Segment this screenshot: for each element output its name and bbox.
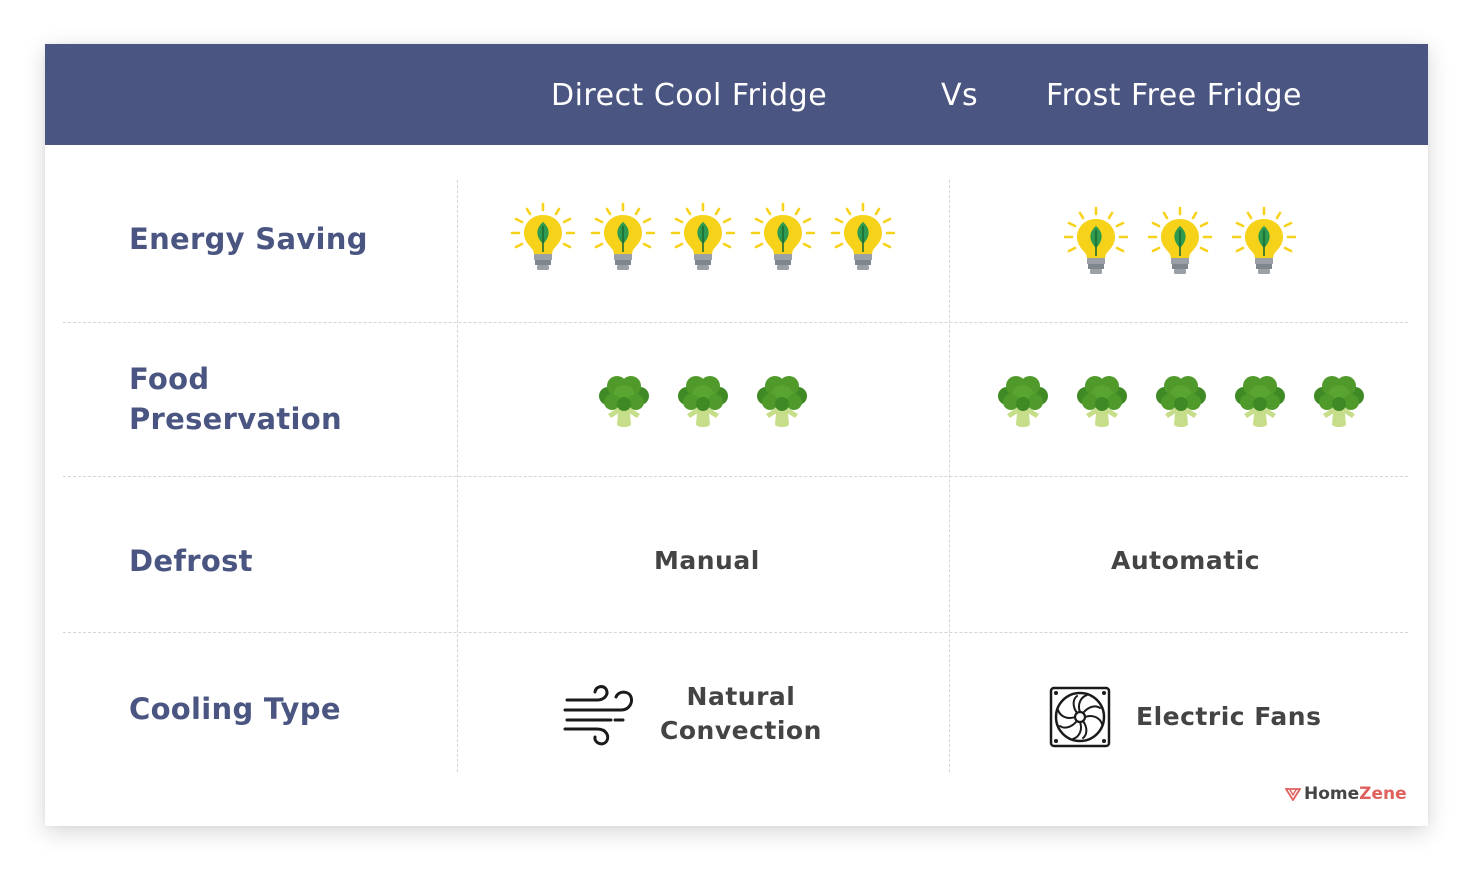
preservation-rating-direct-cool (597, 374, 809, 430)
lightbulb-leaf-icon (831, 202, 895, 274)
cooling-type-label: Cooling Type (129, 692, 341, 726)
comparison-card: Direct Cool Fridge Vs Frost Free Fridge … (45, 44, 1428, 826)
wind-icon (563, 685, 633, 746)
lightbulb-leaf-icon (1064, 206, 1128, 278)
header-bar: Direct Cool Fridge Vs Frost Free Fridge (45, 44, 1428, 145)
cooling-frost-free-value: Electric Fans (1136, 702, 1322, 731)
homezene-brand: Home Zene (1285, 784, 1407, 804)
food-preservation-label-line: Food (129, 362, 210, 396)
broccoli-icon (597, 374, 651, 430)
row-divider (63, 322, 1408, 323)
cooling-direct-cool-value: Natural Convection (660, 680, 822, 748)
energy-rating-direct-cool (511, 202, 895, 274)
food-preservation-label-line: Preservation (129, 402, 342, 436)
food-preservation-label: Food Preservation (129, 359, 342, 439)
broccoli-icon (1312, 374, 1366, 430)
broccoli-icon (1154, 374, 1208, 430)
vs-label: Vs (941, 78, 979, 113)
lightbulb-leaf-icon (1148, 206, 1212, 278)
direct-cool-title: Direct Cool Fridge (551, 78, 828, 113)
broccoli-icon (996, 374, 1050, 430)
broccoli-icon (676, 374, 730, 430)
energy-saving-label: Energy Saving (129, 222, 368, 256)
row-divider (63, 632, 1408, 633)
lightbulb-leaf-icon (1232, 206, 1296, 278)
broccoli-icon (1233, 374, 1287, 430)
defrost-frost-free-value: Automatic (1111, 546, 1261, 575)
lightbulb-leaf-icon (671, 202, 735, 274)
fan-icon (1049, 686, 1111, 748)
lightbulb-leaf-icon (511, 202, 575, 274)
broccoli-icon (1075, 374, 1129, 430)
row-divider (63, 476, 1408, 477)
brand-zene-text: Zene (1359, 784, 1407, 804)
cooling-direct-cool-line: Natural (686, 682, 796, 711)
broccoli-icon (755, 374, 809, 430)
frost-free-title: Frost Free Fridge (1046, 78, 1303, 113)
cooling-direct-cool-line: Convection (660, 716, 822, 745)
preservation-rating-frost-free (996, 374, 1366, 430)
brand-home-text: Home (1304, 784, 1360, 804)
defrost-label: Defrost (129, 544, 253, 578)
energy-rating-frost-free (1064, 206, 1296, 278)
lightbulb-leaf-icon (591, 202, 655, 274)
homezene-logo-icon (1285, 788, 1301, 801)
defrost-direct-cool-value: Manual (654, 546, 760, 575)
lightbulb-leaf-icon (751, 202, 815, 274)
